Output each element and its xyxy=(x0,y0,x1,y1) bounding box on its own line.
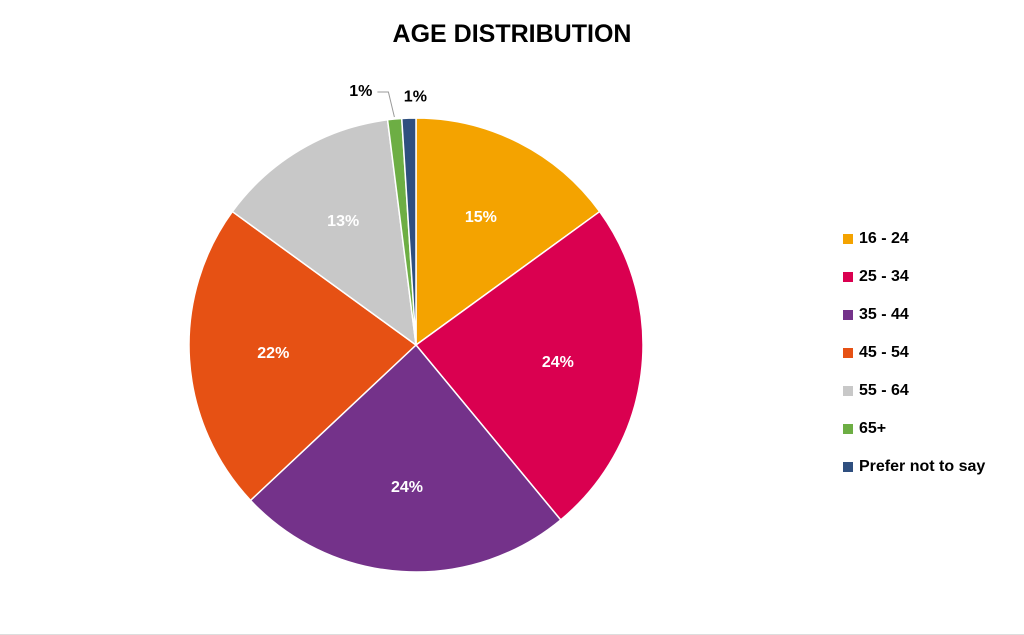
legend-item-16-24: 16 - 24 xyxy=(843,220,985,258)
legend-label: 55 - 64 xyxy=(859,382,909,399)
legend-label: 25 - 34 xyxy=(859,268,909,285)
legend-item-prefer-not-to-say: Prefer not to say xyxy=(843,448,985,486)
pie-slice-35-44 xyxy=(249,344,562,573)
leader-line-65 xyxy=(377,91,395,118)
pie-slice-45-54 xyxy=(188,210,417,502)
legend-item-45-54: 45 - 54 xyxy=(843,334,985,372)
data-label-35-44: 24% xyxy=(391,479,423,496)
legend-label: 65+ xyxy=(859,420,887,437)
pie-slice-25-34 xyxy=(415,210,644,521)
legend-item-55-64: 55 - 64 xyxy=(843,372,985,410)
leader-lines xyxy=(377,91,395,118)
pie-slice-prefer-not-to-say xyxy=(401,117,417,346)
pie-slice-55-64 xyxy=(231,119,417,346)
data-label-prefer-not-to-say: 1% xyxy=(404,88,427,105)
legend-label: Prefer not to say xyxy=(859,458,986,475)
data-label-55-64: 13% xyxy=(327,213,359,230)
legend-label: 16 - 24 xyxy=(859,230,909,247)
legend-item-35-44: 35 - 44 xyxy=(843,296,985,334)
pie-slices xyxy=(188,117,644,573)
legend-swatch xyxy=(843,348,853,358)
legend-swatch xyxy=(843,234,853,244)
data-labels: 15% 24% 24% 22% 13% 1% 1% xyxy=(257,83,574,496)
legend-swatch xyxy=(843,310,853,320)
legend-label: 45 - 54 xyxy=(859,344,909,361)
legend-swatch xyxy=(843,386,853,396)
legend-swatch xyxy=(843,424,853,434)
chart-title: AGE DISTRIBUTION xyxy=(392,20,632,48)
data-label-16-24: 15% xyxy=(465,209,497,226)
legend-swatch xyxy=(843,462,853,472)
data-label-65: 1% xyxy=(349,83,372,100)
pie-slice-16-24 xyxy=(415,117,601,346)
data-label-25-34: 24% xyxy=(542,354,574,371)
legend: 16 - 24 25 - 34 35 - 44 45 - 54 55 - 64 65+ Pr… xyxy=(843,220,985,486)
data-label-45-54: 22% xyxy=(257,345,289,362)
legend-item-65: 65+ xyxy=(843,410,985,448)
legend-swatch xyxy=(843,272,853,282)
legend-label: 35 - 44 xyxy=(859,306,909,323)
legend-item-25-34: 25 - 34 xyxy=(843,258,985,296)
